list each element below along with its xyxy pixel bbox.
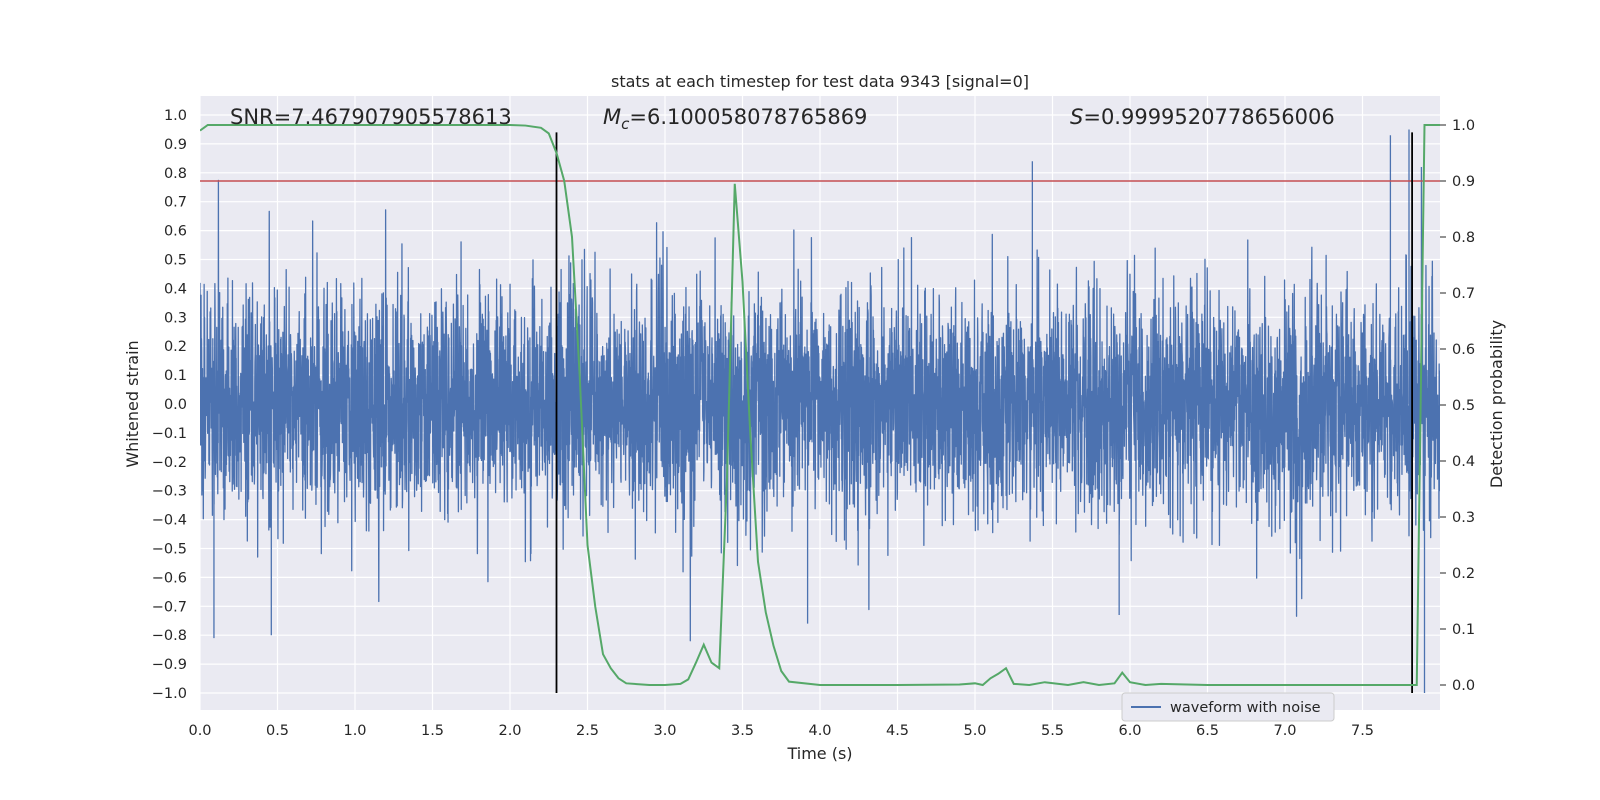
y2-tick-label: 0.4 — [1452, 454, 1475, 470]
s-annotation: S=0.9999520778656006 — [1070, 105, 1335, 129]
y2-tick-label: 0.3 — [1452, 510, 1475, 526]
y-tick-label: 0.0 — [164, 397, 187, 413]
y-axis-label: Whitened strain — [123, 340, 142, 467]
x-tick-label: 0.0 — [188, 723, 211, 739]
x-tick-label: 4.0 — [808, 723, 831, 739]
y-tick-label: 0.7 — [164, 195, 187, 211]
y-tick-label: 0.8 — [164, 166, 187, 182]
x-tick-label: 5.0 — [963, 723, 986, 739]
s-symbol: S — [1070, 105, 1083, 129]
y-tick-label: 0.9 — [164, 137, 187, 153]
y-tick-labels: −1.0 −0.9 −0.8 −0.7 −0.6 −0.5 −0.4 −0.3 −0.2 −0.1… — [152, 108, 187, 702]
x-tick-label: 2.5 — [576, 723, 599, 739]
mc-value: =6.100058078765869 — [629, 105, 867, 129]
y-tick-label: 0.2 — [164, 339, 187, 355]
x-tick-label: 2.0 — [498, 723, 521, 739]
legend-label: waveform with noise — [1170, 700, 1321, 716]
chart-title: stats at each timestep for test data 934… — [611, 72, 1029, 91]
y2-tick-label: 0.8 — [1452, 230, 1475, 246]
y2-tick-labels: 0.0 0.1 0.2 0.3 0.4 0.5 0.6 0.7 0.8 0.9 1.0 — [1440, 118, 1475, 694]
x-tick-label: 3.0 — [653, 723, 676, 739]
x-tick-label: 1.5 — [421, 723, 444, 739]
legend-box — [1121, 692, 1335, 722]
x-tick-label: 4.5 — [886, 723, 909, 739]
y-tick-label: −1.0 — [152, 686, 187, 702]
mc-symbol: M — [603, 105, 621, 129]
x-tick-labels: 0.0 0.5 1.0 1.5 2.0 2.5 3.0 3.5 4.0 4.5 5.0 5.5 6.0 6… — [188, 723, 1374, 739]
y2-tick-label: 0.1 — [1452, 622, 1475, 638]
x-tick-label: 1.0 — [343, 723, 366, 739]
mc-annotation: Mc=6.100058078765869 — [603, 105, 867, 133]
y-tick-label: 0.6 — [164, 224, 187, 240]
y-tick-label: −0.5 — [152, 542, 187, 558]
y-tick-label: 0.5 — [164, 253, 187, 269]
y2-tick-label: 1.0 — [1452, 118, 1475, 134]
x-tick-label: 7.0 — [1273, 723, 1296, 739]
y2-tick-label: 0.0 — [1452, 678, 1475, 694]
legend: waveform with noise — [1121, 692, 1335, 722]
y-tick-label: 0.3 — [164, 310, 187, 326]
s-value: =0.9999520778656006 — [1083, 105, 1334, 129]
y2-axis-label: Detection probability — [1487, 320, 1506, 488]
x-tick-label: 7.5 — [1351, 723, 1374, 739]
y2-tick-label: 0.6 — [1452, 342, 1475, 358]
x-tick-label: 0.5 — [266, 723, 289, 739]
y-tick-label: −0.9 — [152, 657, 187, 673]
x-tick-label: 5.5 — [1041, 723, 1064, 739]
y-tick-label: −0.7 — [152, 599, 187, 615]
x-tick-label: 3.5 — [731, 723, 754, 739]
y2-tick-label: 0.5 — [1452, 398, 1475, 414]
y2-tick-label: 0.2 — [1452, 566, 1475, 582]
y-tick-label: −0.2 — [152, 455, 187, 471]
y-tick-label: −0.1 — [152, 426, 187, 442]
x-tick-label: 6.0 — [1118, 723, 1141, 739]
y-tick-label: 0.1 — [164, 368, 187, 384]
x-tick-label: 6.5 — [1196, 723, 1219, 739]
detection-probability-line — [200, 124, 1440, 687]
y-tick-label: −0.6 — [152, 570, 187, 586]
y2-tick-label: 0.9 — [1452, 174, 1475, 190]
y-tick-label: 0.4 — [164, 281, 187, 297]
y-tick-label: −0.3 — [152, 484, 187, 500]
y-tick-label: −0.8 — [152, 628, 187, 644]
y-tick-label: 1.0 — [164, 108, 187, 124]
vertical-lines — [555, 132, 1413, 693]
y-tick-label: −0.4 — [152, 513, 187, 529]
mc-subscript: c — [621, 115, 630, 133]
detection-probability-series — [200, 124, 1440, 687]
snr-annotation: SNR=7.467907905578613 — [230, 105, 512, 129]
x-axis-label: Time (s) — [786, 744, 852, 763]
y2-tick-label: 0.7 — [1452, 286, 1475, 302]
